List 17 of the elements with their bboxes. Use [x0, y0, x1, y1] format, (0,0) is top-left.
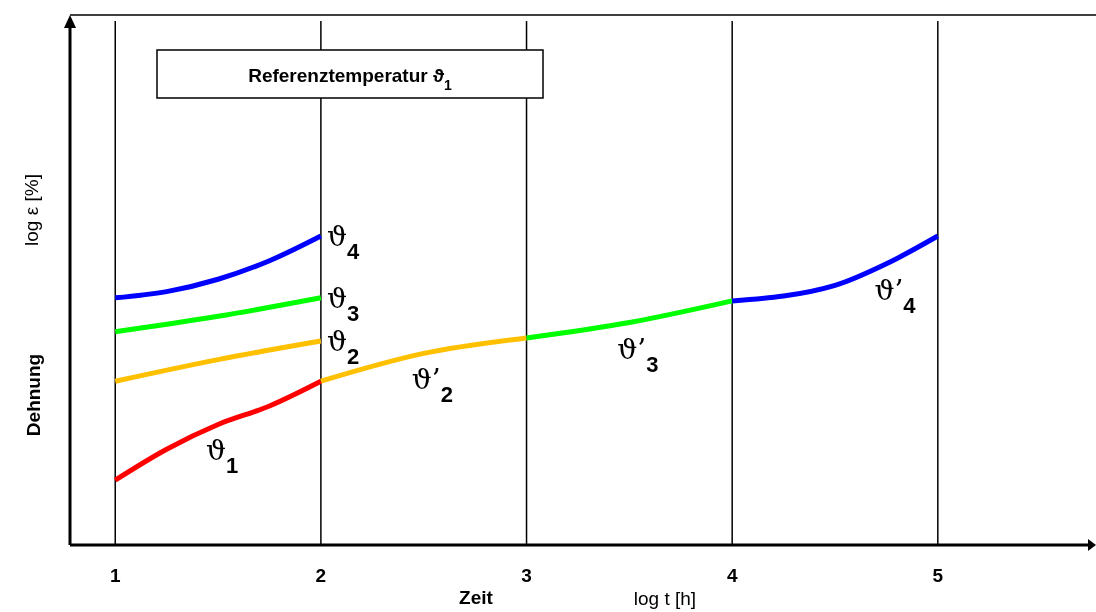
y-axis-title: Dehnung: [23, 353, 44, 437]
series-label: ϑ’$_{4}$: [874, 273, 917, 318]
x-tick-label: 3: [521, 565, 532, 586]
text: log t [h]: [633, 588, 697, 609]
x-tick-label: 4: [726, 565, 738, 586]
x-tick-label: 5: [932, 565, 944, 586]
x-tick-label: 2: [315, 565, 327, 586]
x-tick-label: 1: [109, 565, 121, 586]
series-label: ϑ$_{4}$: [326, 220, 360, 264]
x-axis-title: Zeit: [459, 587, 494, 608]
series-label: ϑ’$_{2}$: [411, 363, 453, 407]
text: log ε [%]: [21, 174, 42, 246]
text: Referenztemperatur ϑ$_{1}$: [248, 65, 453, 93]
series-label: ϑ’$_{3}$: [617, 332, 659, 377]
series-label: ϑ$_{3}$: [326, 281, 360, 326]
series-label: ϑ$_{1}$: [206, 434, 239, 478]
series-label: ϑ$_{2}$: [326, 325, 360, 369]
